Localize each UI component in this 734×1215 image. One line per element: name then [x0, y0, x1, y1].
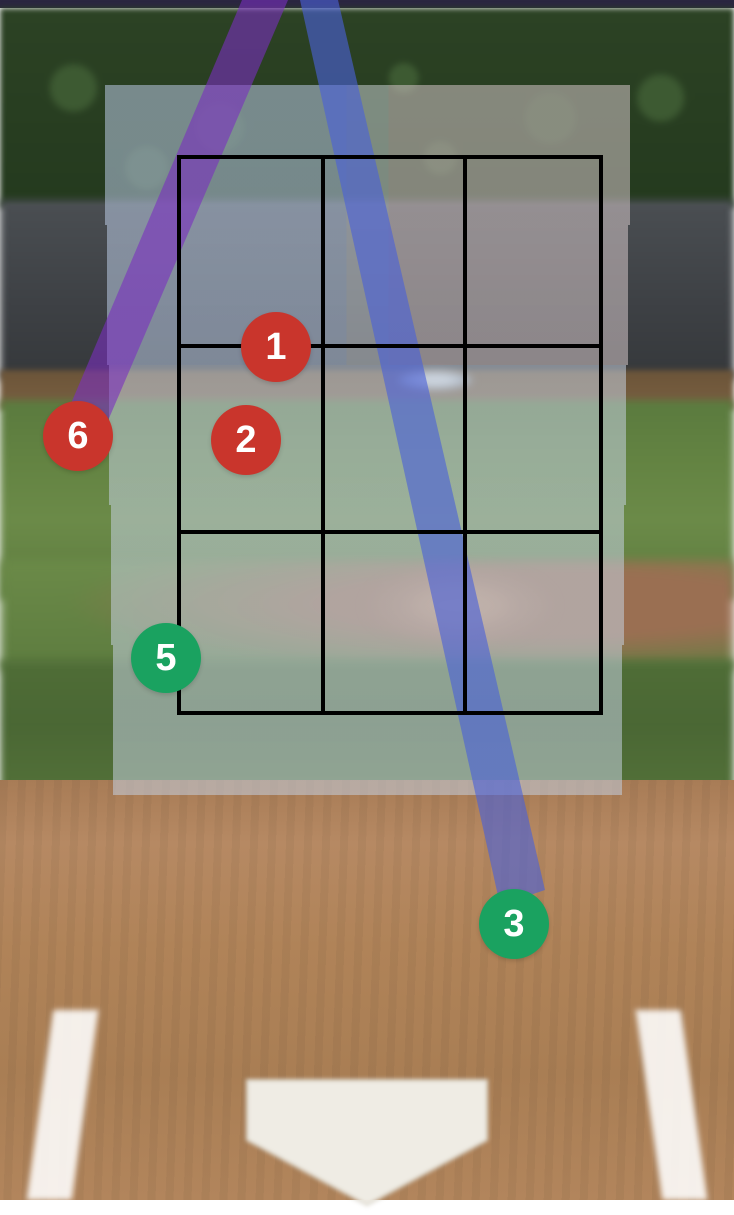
- pitch-marker-5[interactable]: 5: [131, 623, 201, 693]
- pitch-marker-6[interactable]: 6: [43, 401, 113, 471]
- pitch-marker-3[interactable]: 3: [479, 889, 549, 959]
- pitch-location-diagram: 1 2 3 5 6: [0, 0, 734, 1200]
- zone-grid-line-vertical: [463, 159, 467, 711]
- chalk-line-right: [531, 1010, 734, 1200]
- home-plate: [217, 1070, 517, 1210]
- zone-grid-line-vertical: [321, 159, 325, 711]
- pitch-marker-2[interactable]: 2: [211, 405, 281, 475]
- zone-grid-line-horizontal: [181, 530, 599, 534]
- chalk-line-left: [0, 1010, 203, 1200]
- bg-sky: [0, 0, 734, 8]
- pitch-marker-1[interactable]: 1: [241, 312, 311, 382]
